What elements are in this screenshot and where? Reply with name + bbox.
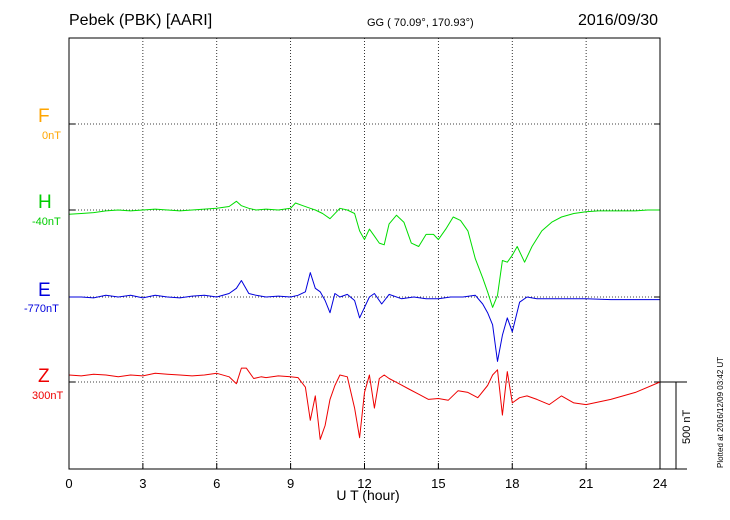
series-line-z (68, 367, 661, 440)
x-tick-label-18: 18 (505, 476, 519, 491)
x-tick-label-21: 21 (579, 476, 593, 491)
component-label-e: E (38, 280, 51, 301)
component-baseline-z: 300nT (32, 390, 64, 402)
scale-bar: 500 nT (660, 381, 693, 470)
x-tick-label-0: 0 (65, 476, 72, 491)
plotted-at-note: Plotted at 2016/12/09 03:42 UT (716, 356, 725, 468)
x-tick-label-15: 15 (431, 476, 445, 491)
x-tick-label-12: 12 (357, 476, 371, 491)
series-layer (68, 200, 661, 440)
component-baseline-f: 0nT (42, 130, 61, 142)
station-title: Pebek (PBK) [AARI] (69, 12, 213, 29)
component-label-h: H (38, 192, 52, 213)
component-label-z: Z (38, 366, 50, 387)
x-tick-label-3: 3 (139, 476, 146, 491)
plot-date: 2016/09/30 (578, 12, 659, 29)
series-line-e (69, 272, 660, 362)
x-axis: 0 3 6 9 12 15 18 21 24 (65, 463, 667, 491)
x-tick-label-24: 24 (653, 476, 667, 491)
component-label-f: F (38, 106, 50, 127)
x-tick-label-6: 6 (213, 476, 220, 491)
geographic-coordinates: GG ( 70.09°, 170.93°) (367, 17, 474, 29)
component-baseline-e: -770nT (24, 303, 59, 315)
series-line-h (68, 200, 660, 308)
component-baseline-h: -40nT (32, 216, 61, 228)
x-tick-label-9: 9 (287, 476, 294, 491)
x-axis-label: U T (hour) (336, 487, 399, 503)
grid-lines (69, 38, 660, 469)
scale-bar-label: 500 nT (681, 409, 693, 444)
